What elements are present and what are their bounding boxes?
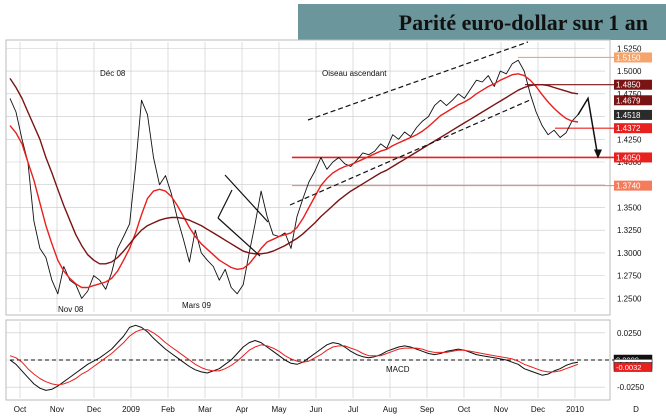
- level-label-text: 1.5150: [616, 53, 641, 62]
- x-tick-label: Apr: [236, 405, 249, 414]
- level-label-text: 1.4518: [616, 111, 641, 120]
- y-tick-label: 1.5000: [617, 67, 642, 76]
- level-label-box: [614, 152, 652, 163]
- falling-channel-lower: [217, 217, 261, 257]
- x-tick-label: Nov: [494, 405, 508, 414]
- annotation-mars09: Mars 09: [182, 301, 211, 310]
- series-moving-average-short: [9, 73, 579, 289]
- x-tick-label: 2010: [566, 405, 584, 414]
- y-tick-label: 1.2500: [617, 294, 642, 303]
- level-label-box: [614, 79, 652, 90]
- macd-label: MACD: [386, 365, 410, 374]
- x-tick-label: Aug: [383, 405, 397, 414]
- level-label-text: 1.4679: [616, 96, 641, 105]
- macd-series-layer: [9, 324, 614, 391]
- x-tick-label: Mar: [198, 405, 212, 414]
- y-tick-label: 1.3500: [617, 203, 642, 212]
- forecast-arrow-path: [577, 96, 599, 158]
- y-tick-label: 1.5250: [617, 44, 642, 53]
- macd-y-tick-label: -0.0250: [617, 383, 645, 392]
- price-panel-frame: [5, 39, 611, 316]
- chart-title: Parité euro-dollar sur 1 an: [399, 10, 648, 35]
- macd-value-labels: 0.0000-0.0022-0.0032: [613, 354, 653, 372]
- level-label-box: [614, 180, 652, 191]
- level-lines: [292, 56, 614, 187]
- level-label-box: [614, 95, 652, 106]
- y-tick-label: 1.3250: [617, 226, 642, 235]
- x-tick-label: Feb: [161, 405, 175, 414]
- macd-value-text: -0.0032: [616, 363, 641, 372]
- x-tick-label: D: [633, 405, 639, 414]
- x-tick-label: May: [271, 405, 286, 414]
- annotation-nov08: Nov 08: [58, 305, 84, 314]
- level-label-text: 1.3740: [616, 182, 641, 191]
- y-tick-label: 1.4000: [617, 158, 642, 167]
- wedge-lower-line: [289, 99, 531, 206]
- forecast-arrow-head: [594, 149, 602, 159]
- x-tick-label: Nov: [50, 405, 64, 414]
- series-price: [9, 59, 579, 299]
- price-series-layer: [9, 59, 579, 299]
- level-label-text: 1.4372: [616, 124, 641, 133]
- x-tick-label: Oct: [458, 405, 471, 414]
- annotation-wedge: Oiseau ascendant: [322, 69, 387, 78]
- y-tick-label: 1.3000: [617, 249, 642, 258]
- title-banner: [298, 4, 666, 40]
- macd-value-box: [613, 362, 653, 372]
- wedge-upper-line: [307, 41, 529, 121]
- level-label-box: [614, 52, 652, 63]
- level-label-text: 1.4850: [616, 81, 641, 90]
- x-tick-label: Jul: [348, 405, 358, 414]
- series-macd: [9, 324, 579, 391]
- x-tick-label: Jun: [310, 405, 323, 414]
- level-label-text: 1.4050: [616, 153, 641, 162]
- falling-channel-breakout: [217, 189, 233, 219]
- macd-y-tick-label: 0.0250: [617, 329, 642, 338]
- grid-layer: [6, 42, 605, 398]
- y-tick-label: 1.4750: [617, 90, 642, 99]
- y-tick-label: 1.4250: [617, 135, 642, 144]
- y-tick-label: 1.2750: [617, 272, 642, 281]
- x-tick-label: Dec: [531, 405, 545, 414]
- series-macd-signal: [9, 329, 579, 386]
- x-tick-label: Dec: [87, 405, 101, 414]
- x-tick-label: Sep: [420, 405, 435, 414]
- x-tick-label: Oct: [14, 405, 27, 414]
- annotation-dec08: Déc 08: [100, 69, 126, 78]
- level-labels: 1.5150 1.4850 1.4679 1.4518 1.4372 1.4050 1.37…: [614, 52, 652, 191]
- axis-ticks: Oct Nov Dec 2009 Feb Mar Apr May Jun Jul Aug Sep Oct…: [14, 44, 645, 414]
- level-label-box: [614, 123, 652, 134]
- falling-channel-upper: [224, 174, 269, 223]
- x-tick-label: 2009: [122, 405, 140, 414]
- series-moving-average-long: [9, 78, 579, 265]
- level-label-box: [614, 109, 652, 120]
